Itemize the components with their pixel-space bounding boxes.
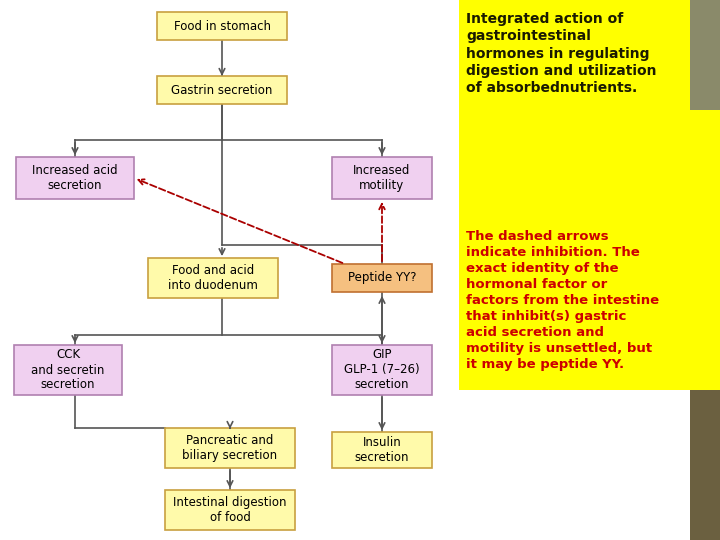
Text: Food and acid
into duodenum: Food and acid into duodenum [168,264,258,292]
Text: Insulin
secretion: Insulin secretion [355,436,409,464]
Text: The dashed arrows
indicate inhibition. The
exact identity of the
hormonal factor: The dashed arrows indicate inhibition. T… [466,230,659,371]
Bar [332,432,432,468]
Bar [332,157,432,199]
Bar [148,258,278,298]
Text: Increased acid
secretion: Increased acid secretion [32,164,118,192]
Bar [165,428,295,468]
Bar [16,157,134,199]
Bar [690,0,720,110]
Text: Peptide YY?: Peptide YY? [348,272,416,285]
Bar [157,12,287,40]
Text: Pancreatic and
biliary secretion: Pancreatic and biliary secretion [182,434,278,462]
Bar [157,76,287,104]
Text: Intestinal digestion
of food: Intestinal digestion of food [174,496,287,524]
Bar [332,345,432,395]
Bar [332,264,432,292]
Bar [14,345,122,395]
Text: Integrated action of
gastrointestinal
hormones in regulating
digestion and utili: Integrated action of gastrointestinal ho… [466,12,657,95]
Text: GIP
GLP-1 (7–26)
secretion: GIP GLP-1 (7–26) secretion [344,348,420,392]
Bar [165,490,295,530]
Text: CCK
and secretin
secretion: CCK and secretin secretion [31,348,104,392]
Text: Food in stomach: Food in stomach [174,19,271,32]
Text: Increased
motility: Increased motility [354,164,410,192]
Text: Gastrin secretion: Gastrin secretion [171,84,273,97]
Bar [690,390,720,540]
Bar [459,0,720,390]
